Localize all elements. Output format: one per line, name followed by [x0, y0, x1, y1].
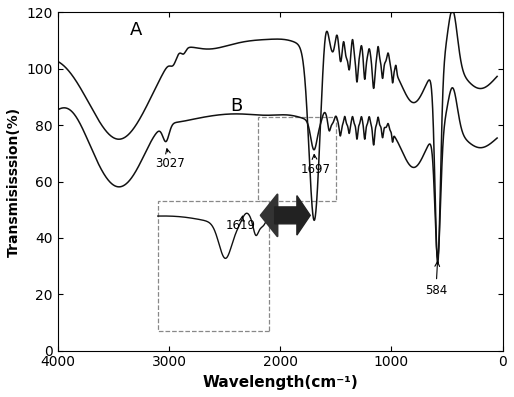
X-axis label: Wavelength(cm⁻¹): Wavelength(cm⁻¹): [203, 375, 358, 390]
Text: B: B: [230, 97, 243, 115]
Text: 3027: 3027: [156, 149, 186, 170]
Bar: [258, 117, 336, 201]
Text: 1697: 1697: [300, 154, 330, 176]
Y-axis label: Transmisisssion(%): Transmisisssion(%): [7, 106, 21, 256]
Text: A: A: [130, 21, 142, 39]
Bar: [158, 201, 269, 331]
FancyArrow shape: [274, 196, 310, 235]
Text: 1619: 1619: [226, 216, 256, 232]
Text: 584: 584: [425, 262, 447, 297]
